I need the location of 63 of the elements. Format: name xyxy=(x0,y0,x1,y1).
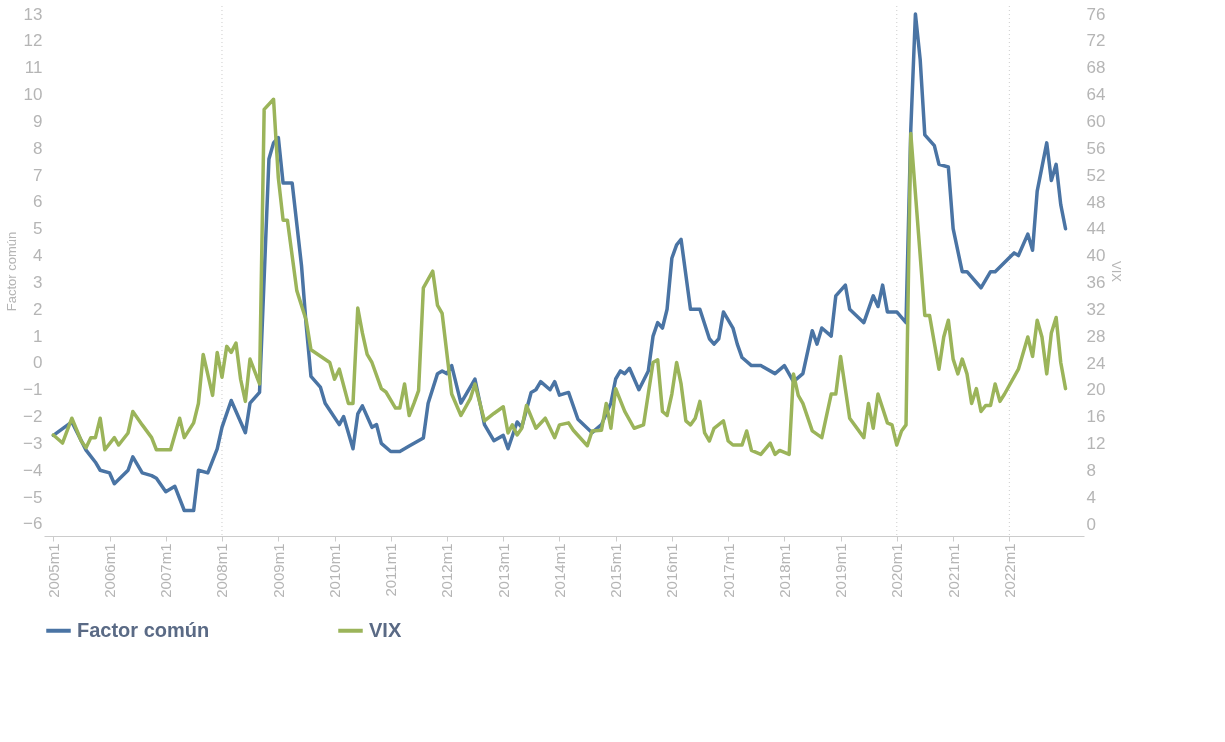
legend-label: VIX xyxy=(369,618,402,641)
x-tick-label: 2010m1 xyxy=(326,543,344,598)
y-tick-label: −5 xyxy=(23,487,43,507)
y-tick-label: 12 xyxy=(23,31,43,51)
y2-tick-label: 40 xyxy=(1086,246,1106,266)
y2-tick-label: 16 xyxy=(1086,407,1106,427)
y2-tick-label: 48 xyxy=(1086,192,1106,212)
x-tick-label: 2022m1 xyxy=(1000,543,1018,598)
y-tick-label: 7 xyxy=(33,165,43,185)
y2-tick-label: 60 xyxy=(1086,111,1106,131)
y2-tick-label: 68 xyxy=(1086,58,1106,78)
y2-tick-label: 44 xyxy=(1086,219,1106,239)
y-tick-label: 9 xyxy=(33,111,43,131)
y-tick-label: −6 xyxy=(23,514,43,534)
legend-label: Factor común xyxy=(77,618,210,641)
x-tick-label: 2016m1 xyxy=(663,543,681,598)
y-tick-label: 0 xyxy=(33,353,43,373)
y-tick-label: 6 xyxy=(33,192,43,212)
x-tick-label: 2017m1 xyxy=(719,543,737,598)
line-series xyxy=(51,97,1068,457)
x-tick-label: 2009m1 xyxy=(269,543,287,598)
y2-tick-label: 52 xyxy=(1086,165,1106,185)
x-tick-label: 2018m1 xyxy=(775,543,793,598)
x-tick-label: 2019m1 xyxy=(832,543,850,598)
y2-tick-label: 12 xyxy=(1086,434,1106,454)
y2-tick-label: 56 xyxy=(1086,138,1106,158)
x-tick-label: 2020m1 xyxy=(888,543,906,598)
y2-tick-label: 72 xyxy=(1086,31,1106,51)
x-tick-label: 2012m1 xyxy=(438,543,456,598)
y-tick-label: 2 xyxy=(33,299,43,319)
y2-tick-label: 32 xyxy=(1086,299,1106,319)
y-tick-label: 4 xyxy=(33,246,43,266)
x-tick-label: 2011m1 xyxy=(382,543,400,597)
y-tick-label: 11 xyxy=(24,58,43,78)
y-tick-label: 3 xyxy=(33,272,43,292)
y2-tick-label: 0 xyxy=(1086,514,1096,534)
y-tick-label: 13 xyxy=(23,4,43,24)
x-tick-label: 2013m1 xyxy=(494,543,512,598)
y2-tick-label: 28 xyxy=(1086,326,1106,346)
x-tick-label: 2021m1 xyxy=(944,543,962,598)
y2-axis-title: VIX xyxy=(1109,261,1125,283)
x-tick-label: 2006m1 xyxy=(101,543,119,598)
y-tick-label: −1 xyxy=(23,380,43,400)
x-tick-label: 2008m1 xyxy=(213,543,231,598)
y-tick-label: 10 xyxy=(23,85,43,105)
y2-tick-label: 8 xyxy=(1086,461,1096,481)
y2-tick-label: 76 xyxy=(1086,4,1106,24)
x-tick-label: 2015m1 xyxy=(607,543,625,598)
x-tick-label: 2007m1 xyxy=(157,543,175,598)
y-axis-title: Factor común xyxy=(4,231,20,312)
y-tick-label: −4 xyxy=(23,460,43,480)
y2-tick-label: 36 xyxy=(1086,273,1106,293)
x-tick-label: 2014m1 xyxy=(550,543,568,598)
y2-tick-label: 4 xyxy=(1086,487,1096,507)
x-tick-label: 2005m1 xyxy=(44,543,62,598)
y-tick-label: 1 xyxy=(33,326,43,346)
y-tick-label: 8 xyxy=(33,138,43,158)
y2-tick-label: 24 xyxy=(1086,353,1106,373)
y-tick-label: −3 xyxy=(23,433,43,453)
y-tick-label: −2 xyxy=(23,407,43,427)
y-tick-label: 5 xyxy=(33,219,43,239)
y2-tick-label: 20 xyxy=(1086,380,1106,400)
y2-tick-label: 64 xyxy=(1086,85,1106,105)
